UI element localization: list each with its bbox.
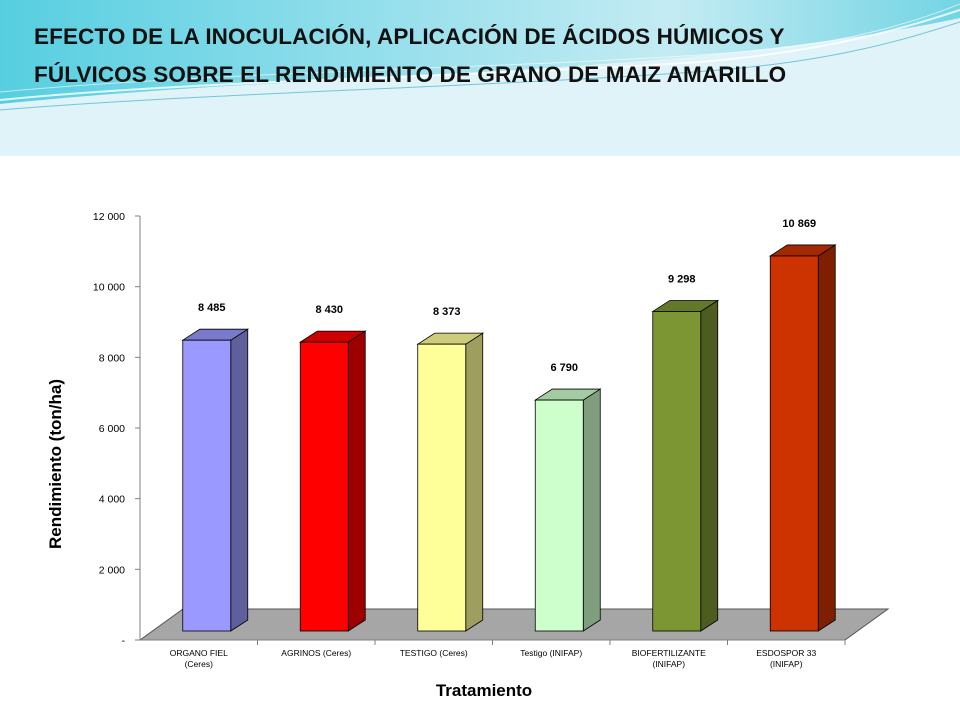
bar-side [230, 328, 249, 632]
x-tick-label: ESDOSPOR 33 [756, 648, 816, 658]
bar [417, 343, 467, 632]
bar [299, 341, 349, 632]
x-tick-label: (INIFAP) [770, 659, 803, 669]
bar-side [582, 388, 601, 632]
y-tick-label: 8 000 [99, 352, 125, 364]
data-label: 9 298 [668, 273, 696, 285]
bar [769, 255, 819, 632]
y-tick-label: 12 000 [93, 211, 125, 223]
header-wave-line [0, 3, 960, 93]
header-wave-line [0, 21, 960, 111]
slide-title: EFECTO DE LA INOCULACIÓN, APLICACIÓN DE … [34, 18, 914, 94]
bar-chart: - 2 000 4 000 6 000 8 000 10 000 12 000 8 485 8… [93, 211, 890, 669]
x-tick-label: ORGANO FIEL [170, 648, 228, 658]
bar-side [817, 244, 836, 632]
bar-side [347, 330, 366, 632]
y-tick-label: 4 000 [99, 494, 125, 506]
x-tick-label: AGRINOS (Ceres) [281, 648, 351, 658]
y-axis-label: Rendimiento (ton/ha) [46, 379, 65, 549]
header-decoration [0, 0, 960, 111]
slide-title-line: FÚLVICOS SOBRE EL RENDIMIENTO DE GRANO D… [34, 62, 787, 87]
x-tick-label: BIOFERTILIZANTE [632, 648, 706, 658]
data-label: 8 430 [315, 304, 343, 316]
data-label: 6 790 [550, 362, 578, 374]
bar [652, 311, 702, 632]
y-tick-label: - [122, 635, 126, 647]
data-label: 10 869 [782, 218, 816, 230]
y-tick-label: 2 000 [99, 564, 125, 576]
bar [182, 339, 232, 632]
x-tick-label: TESTIGO (Ceres) [400, 648, 468, 658]
data-label: 8 373 [433, 306, 461, 318]
y-tick-label: 10 000 [93, 282, 125, 294]
x-tick-label: (Ceres) [185, 659, 214, 669]
header-wave-line [0, 9, 960, 101]
slide-title-line: EFECTO DE LA INOCULACIÓN, APLICACIÓN DE … [34, 24, 785, 49]
x-tick-label: Testigo (INIFAP) [520, 648, 582, 658]
x-axis-label: Tratamiento [435, 681, 533, 700]
bar-side [465, 332, 484, 632]
data-label: 8 485 [198, 302, 226, 314]
bar [534, 399, 584, 632]
slide-header: EFECTO DE LA INOCULACIÓN, APLICACIÓN DE … [0, 0, 960, 156]
x-tick-label: (INIFAP) [652, 659, 685, 669]
y-tick-label: 6 000 [99, 423, 125, 435]
bar-side [700, 299, 719, 632]
header-wave [0, 0, 960, 104]
